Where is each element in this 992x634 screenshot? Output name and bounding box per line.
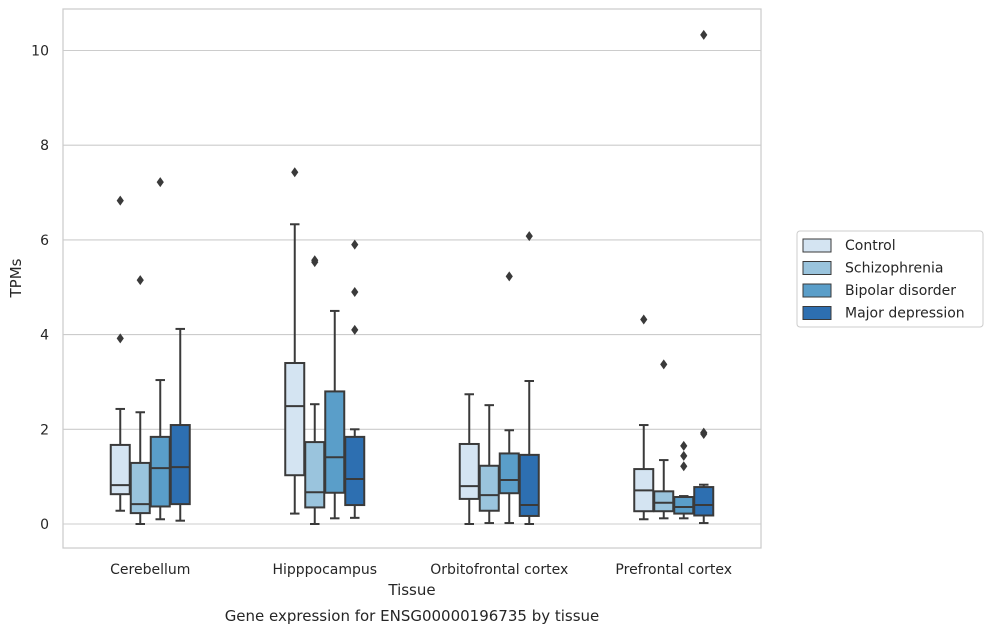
outlier-point xyxy=(680,440,688,451)
box xyxy=(633,314,655,521)
legend-label: Major depression xyxy=(845,306,965,322)
box xyxy=(498,271,520,525)
y-tick-label: 8 xyxy=(40,138,49,154)
box-iqr xyxy=(284,362,306,477)
box-iqr xyxy=(324,390,346,494)
outlier-point xyxy=(700,29,708,40)
legend-swatch xyxy=(802,306,832,320)
legend-label: Control xyxy=(845,238,896,254)
box xyxy=(149,177,171,521)
outlier-point xyxy=(640,314,648,325)
outlier-point xyxy=(525,231,533,242)
outlier-point xyxy=(156,177,164,188)
outlier-point xyxy=(136,275,144,286)
outlier-point xyxy=(116,333,124,344)
box xyxy=(653,359,675,520)
outlier-point xyxy=(660,359,668,370)
x-axis-title: Tissue xyxy=(387,581,435,599)
box xyxy=(304,255,326,525)
chart-caption: Gene expression for ENSG00000196735 by t… xyxy=(225,607,600,625)
box-iqr xyxy=(344,435,366,507)
outlier-point xyxy=(351,324,359,335)
x-tick-label: Hipppocampus xyxy=(272,562,377,578)
box-iqr xyxy=(653,490,675,513)
legend-label: Bipolar disorder xyxy=(845,283,956,299)
box-iqr xyxy=(169,424,191,506)
legend-swatch xyxy=(802,261,832,275)
y-tick-label: 0 xyxy=(40,517,49,533)
legend-frame xyxy=(796,230,984,328)
x-tick-labels: Cerebellum Hipppocampus Orbitofrontal cort… xyxy=(110,562,732,578)
legend: Control Schizophrenia Bipolar disorder Majo… xyxy=(796,230,984,328)
outlier-point xyxy=(116,195,124,206)
box-iqr xyxy=(693,486,715,517)
box xyxy=(109,195,131,512)
box xyxy=(169,327,191,522)
outlier-point xyxy=(680,450,688,461)
box-iqr xyxy=(518,453,540,517)
box xyxy=(324,309,346,520)
outlier-point xyxy=(680,461,688,472)
x-tick-label: Prefrontal cortex xyxy=(615,562,732,578)
box xyxy=(284,167,306,515)
y-tick-label: 6 xyxy=(40,233,49,249)
outlier-point xyxy=(700,427,708,438)
box xyxy=(129,275,151,525)
box-iqr xyxy=(458,442,480,500)
box-iqr xyxy=(129,461,151,515)
outlier-point xyxy=(291,167,299,178)
y-tick-label: 10 xyxy=(31,44,49,60)
y-axis-title: TPMs xyxy=(7,258,25,298)
box-iqr xyxy=(478,464,500,512)
outlier-point xyxy=(311,255,319,266)
y-tick-labels: 0 2 4 6 8 10 xyxy=(31,44,49,534)
box-iqr xyxy=(304,441,326,509)
box-iqr xyxy=(109,443,131,496)
box xyxy=(344,239,366,519)
outlier-point xyxy=(351,239,359,250)
boxes-layer xyxy=(109,29,715,525)
x-tick-label: Orbitofrontal cortex xyxy=(430,562,568,578)
legend-swatch xyxy=(802,238,832,253)
box xyxy=(673,440,695,520)
outlier-point xyxy=(351,286,359,297)
box-iqr xyxy=(149,435,171,508)
y-tick-label: 2 xyxy=(40,422,49,438)
y-tick-label: 4 xyxy=(40,328,49,344)
box xyxy=(458,393,480,525)
legend-swatch xyxy=(802,283,832,298)
x-tick-label: Cerebellum xyxy=(110,562,190,578)
box-iqr xyxy=(673,496,695,515)
box-iqr xyxy=(498,452,520,495)
box xyxy=(478,404,500,525)
box xyxy=(693,29,715,525)
outlier-point xyxy=(505,271,513,282)
box xyxy=(518,231,540,525)
legend-label: Schizophrenia xyxy=(845,261,943,277)
plot-area-frame xyxy=(62,8,762,549)
